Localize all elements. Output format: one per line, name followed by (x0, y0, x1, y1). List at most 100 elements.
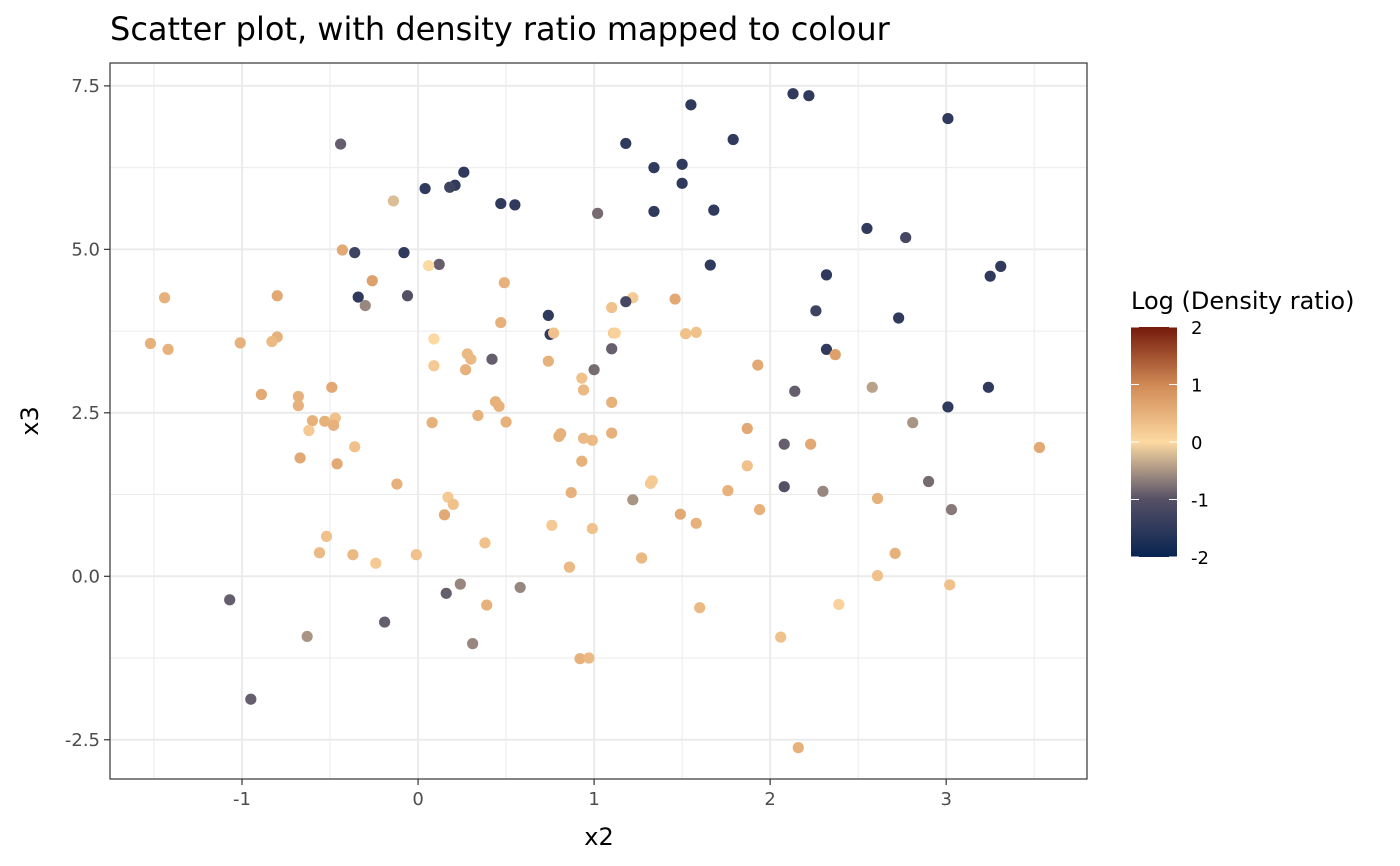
grid-lines (110, 63, 1087, 779)
data-point (810, 305, 822, 317)
data-point (787, 88, 799, 100)
data-point (486, 353, 498, 365)
data-point (158, 292, 171, 304)
x-tick-label: 0 (412, 789, 423, 810)
data-point (234, 337, 246, 349)
data-point (454, 578, 466, 590)
data-point (676, 177, 688, 189)
data-point (266, 335, 278, 348)
data-point (366, 275, 378, 287)
data-point (648, 162, 660, 174)
data-point (495, 316, 507, 329)
data-point (440, 587, 452, 599)
data-point (922, 475, 935, 488)
data-point (292, 390, 304, 403)
data-point (900, 231, 912, 244)
data-point (820, 343, 833, 355)
data-point (583, 652, 595, 664)
data-point (379, 616, 391, 628)
data-point (144, 337, 157, 350)
y-tick-label: -2.5 (65, 730, 100, 751)
x-axis-ticks: -1 0 1 2 3 (233, 779, 952, 810)
data-point (586, 434, 598, 446)
data-point (472, 409, 484, 422)
data-point (778, 438, 790, 450)
data-point (509, 199, 521, 211)
plot-panel-border (109, 62, 1088, 780)
data-point (349, 441, 361, 453)
data-point (387, 195, 400, 207)
data-point (778, 481, 790, 493)
data-point (481, 599, 493, 611)
data-point (255, 388, 267, 401)
data-point (803, 90, 815, 102)
data-point (704, 259, 716, 271)
data-point (444, 181, 456, 193)
data-point (514, 581, 526, 594)
data-point (335, 138, 347, 150)
x-tick-label: 2 (764, 789, 775, 810)
data-point (303, 424, 315, 437)
data-point (945, 504, 958, 516)
y-tick-label: 0.0 (71, 566, 100, 587)
data-point (301, 630, 313, 643)
data-point (871, 570, 884, 582)
legend: Log (Density ratio) 2 1 0 -1 -2 (1131, 287, 1354, 569)
data-point (465, 353, 477, 365)
data-point (271, 290, 283, 302)
data-point (428, 333, 440, 345)
data-point (820, 269, 833, 281)
data-point (995, 260, 1007, 272)
y-tick-label: 2.5 (71, 403, 100, 424)
data-point (606, 427, 618, 439)
data-point (292, 400, 304, 412)
x-tick-label: -1 (233, 789, 251, 810)
data-point (627, 494, 639, 506)
data-point (391, 478, 403, 490)
data-point (942, 401, 954, 413)
data-point (479, 537, 491, 549)
data-point (694, 602, 706, 614)
data-point (576, 372, 588, 384)
legend-title: Log (Density ratio) (1131, 287, 1354, 315)
data-point (546, 519, 558, 531)
data-point (326, 381, 338, 393)
data-points (144, 88, 1046, 754)
data-point (833, 598, 845, 611)
data-point (789, 385, 801, 397)
data-point (669, 293, 681, 305)
data-point (542, 355, 554, 367)
data-point (576, 455, 588, 467)
data-point (306, 415, 319, 427)
data-point (727, 133, 739, 146)
data-point (1033, 441, 1046, 454)
data-point (410, 549, 422, 561)
data-point (871, 492, 884, 505)
data-point (741, 460, 753, 472)
data-point (606, 343, 618, 355)
y-axis-title: x3 (16, 406, 44, 435)
data-point (829, 349, 841, 361)
data-point (548, 327, 560, 339)
data-point (162, 343, 174, 355)
data-point (495, 197, 507, 210)
data-point (606, 396, 618, 408)
data-point (320, 530, 333, 543)
data-point (889, 547, 901, 560)
data-point (685, 99, 697, 111)
chart-title: Scatter plot, with density ratio mapped … (110, 10, 891, 48)
data-point (224, 594, 236, 606)
data-point (907, 417, 919, 429)
x-tick-label: 1 (588, 789, 599, 810)
data-point (419, 182, 431, 195)
data-point (722, 485, 734, 497)
data-point (438, 509, 451, 521)
data-point (984, 270, 996, 282)
data-point (336, 244, 348, 256)
data-point (792, 742, 804, 754)
data-point (542, 309, 554, 321)
data-point (644, 477, 657, 490)
legend-tick-label: -2 (1191, 548, 1209, 569)
